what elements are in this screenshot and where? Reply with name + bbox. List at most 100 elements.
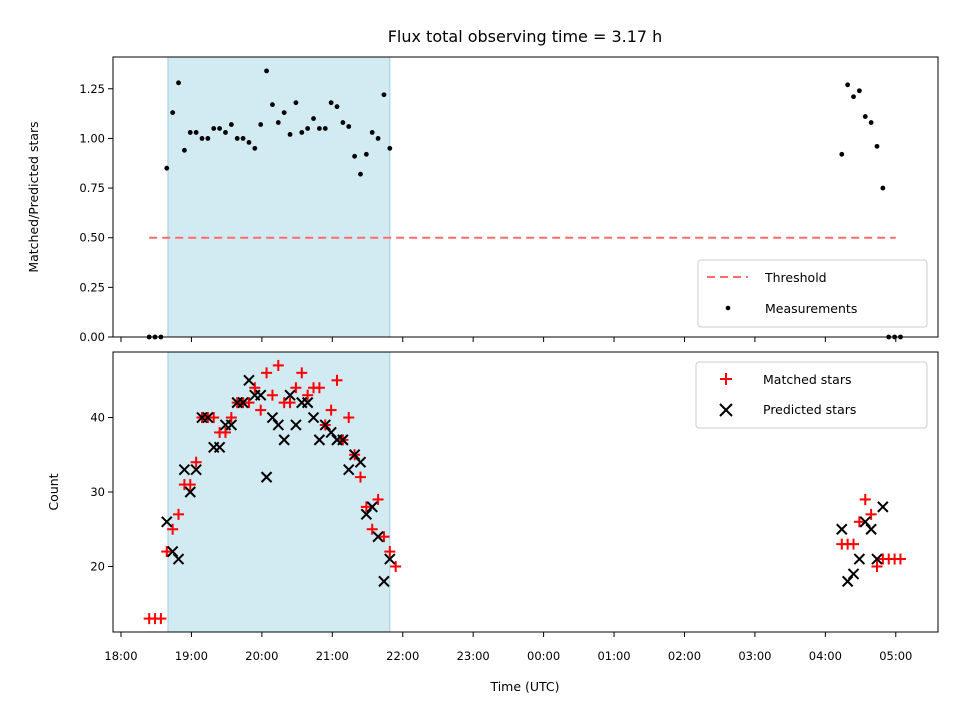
- measurement-point: [193, 130, 199, 135]
- predicted-star-point: [343, 463, 355, 476]
- matched-star-point: [208, 412, 220, 424]
- predicted-star-point: [284, 389, 296, 401]
- measurement-point: [205, 136, 211, 141]
- measurement-point: [228, 122, 234, 127]
- matched-star-point: [313, 382, 325, 394]
- predicted-star-point: [290, 419, 302, 431]
- predicted-star-point: [871, 553, 883, 565]
- measurement-point: [258, 122, 264, 127]
- measurement-point: [358, 171, 363, 177]
- measurement-point: [316, 126, 322, 131]
- measurement-point: [880, 185, 886, 191]
- matched-star-point: [155, 613, 167, 625]
- measurement-point: [363, 151, 369, 157]
- matched-star-point: [384, 546, 396, 558]
- predicted-star-point: [202, 411, 214, 424]
- predicted-star-point: [354, 456, 367, 468]
- x-tick-label: 02:00: [668, 649, 701, 663]
- matched-star-point: [331, 374, 343, 386]
- top-shaded-interval: [167, 56, 391, 338]
- predicted-stars-points: [161, 374, 889, 588]
- predicted-star-point: [254, 389, 267, 401]
- legend-predicted-swatch: [719, 403, 733, 417]
- predicted-star-point: [190, 463, 202, 476]
- legend-threshold-label: Threshold: [764, 270, 827, 285]
- measurement-point: [275, 120, 281, 125]
- predicted-star-point: [161, 516, 173, 528]
- predicted-star-point: [853, 553, 866, 565]
- bottom-legend: Matched stars Predicted stars: [695, 361, 928, 429]
- matched-star-point: [372, 493, 384, 505]
- predicted-star-point: [225, 419, 238, 431]
- measurement-point: [176, 80, 181, 86]
- x-axis-label: Time (UTC): [489, 679, 559, 694]
- measurement-point: [252, 145, 258, 151]
- matched-star-point: [261, 367, 273, 379]
- matched-star-point: [249, 382, 261, 394]
- measurement-point: [375, 136, 381, 141]
- measurement-point: [856, 88, 862, 94]
- predicted-star-point: [865, 523, 877, 535]
- legend-predicted-label: Predicted stars: [763, 402, 856, 417]
- matched-star-point: [190, 456, 202, 468]
- y-tick-label: 0.00: [79, 330, 105, 344]
- matched-star-point: [871, 560, 883, 572]
- top-y-axis-label: Matched/Predicted stars: [26, 121, 41, 272]
- predicted-star-point: [372, 530, 384, 543]
- y-tick-label: 0.50: [79, 231, 105, 245]
- predicted-star-point: [384, 553, 396, 565]
- predicted-star-point: [360, 508, 373, 521]
- predicted-star-point: [366, 501, 378, 513]
- measurement-point: [839, 151, 845, 157]
- matched-star-point: [390, 560, 402, 572]
- matched-star-point: [243, 397, 255, 409]
- predicted-star-point: [877, 501, 889, 513]
- bottom-y-axis-label: Count: [46, 473, 61, 510]
- measurement-point: [328, 100, 334, 106]
- bottom-x-axis: 18:00 19:00 20:00 21:00 22:00 23:00 00:00 01:00…: [104, 632, 912, 663]
- predicted-star-point: [166, 545, 179, 558]
- matched-star-point: [284, 397, 296, 409]
- matched-star-point: [865, 508, 877, 520]
- predicted-star-point: [178, 463, 191, 476]
- matched-star-point: [366, 523, 378, 535]
- legend-measurements-swatch: [725, 305, 731, 311]
- matched-star-point: [266, 389, 278, 401]
- measurement-point: [270, 102, 275, 108]
- top-legend: Threshold Measurements: [697, 259, 928, 328]
- measurement-point: [234, 136, 240, 141]
- measurement-point: [868, 120, 874, 125]
- measurement-point: [387, 145, 393, 151]
- x-tick-label: 20:00: [245, 649, 278, 663]
- measurement-point: [305, 126, 311, 131]
- top-panel: 0.00 0.25 0.50 0.75 1.00 1.25 Matched/Predict…: [26, 56, 939, 344]
- y-tick-label: 1.00: [79, 131, 105, 145]
- matched-star-point: [848, 538, 860, 550]
- predicted-star-point: [213, 441, 226, 454]
- x-tick-label: 18:00: [104, 649, 137, 663]
- measurement-point: [187, 130, 193, 135]
- predicted-star-point: [172, 553, 185, 565]
- predicted-star-point: [859, 516, 871, 528]
- predicted-star-point: [337, 434, 349, 446]
- y-tick-label: 40: [90, 411, 105, 425]
- x-tick-label: 23:00: [457, 649, 490, 663]
- measurement-point: [311, 116, 316, 121]
- measurement-point: [211, 126, 217, 131]
- measurement-point: [369, 130, 375, 135]
- measurement-point: [287, 132, 293, 137]
- matched-star-point: [161, 546, 173, 558]
- y-tick-label: 0.75: [79, 181, 105, 195]
- matched-star-point: [255, 404, 267, 416]
- measurement-point: [170, 110, 176, 116]
- measurement-point: [181, 147, 187, 153]
- matched-star-point: [354, 471, 366, 483]
- measurement-point: [352, 153, 358, 159]
- measurement-point: [293, 100, 299, 106]
- measurement-point: [281, 110, 287, 116]
- measurement-point: [246, 139, 252, 145]
- measurement-point: [322, 126, 328, 131]
- x-tick-label: 05:00: [879, 649, 912, 663]
- predicted-star-point: [260, 471, 273, 483]
